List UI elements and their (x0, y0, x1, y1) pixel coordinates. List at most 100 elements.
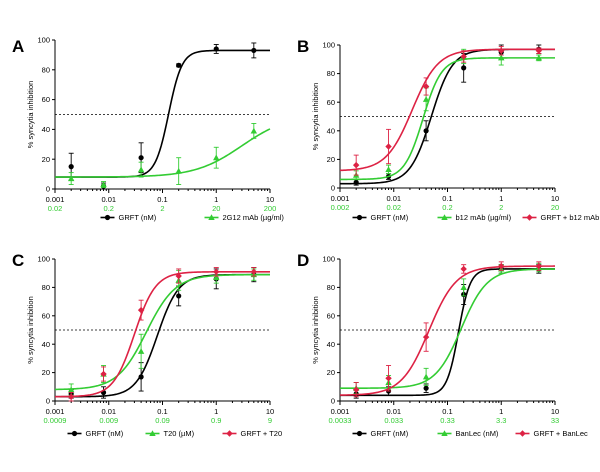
y-tick-label: 40 (327, 126, 335, 135)
y-axis-label: % syncytia inhibition (26, 296, 35, 364)
legend-entry: b12 mAb (µg/ml) (437, 213, 512, 222)
data-point (250, 268, 258, 275)
y-tick-label: 80 (327, 69, 335, 78)
x-tick-label: 0.1 (442, 407, 452, 416)
data-point (498, 47, 505, 54)
data-point (213, 46, 219, 52)
legend-marker (356, 214, 363, 221)
data-point (100, 370, 107, 378)
legend-label: b12 mAb (µg/ml) (456, 213, 512, 222)
x-tick-label: 0.01 (101, 195, 116, 204)
x-secondary-tick-label: 33 (551, 416, 559, 425)
series-fit-curve (340, 268, 556, 390)
x-secondary-tick-label: 0.33 (440, 416, 455, 425)
legend-label: BanLec (nM) (456, 429, 499, 438)
legend-label: GRFT (nM) (371, 213, 409, 222)
legend-marker (519, 430, 526, 437)
legend-marker (104, 214, 111, 221)
y-tick-label: 80 (42, 283, 50, 292)
series-1 (55, 122, 271, 188)
y-tick-label: 100 (37, 36, 50, 45)
x-secondary-tick-label: 0.09 (155, 416, 170, 425)
data-point (385, 166, 392, 172)
x-secondary-tick-label: 9 (268, 416, 272, 425)
y-tick-label: 40 (42, 340, 50, 349)
y-tick-label: 40 (42, 125, 50, 134)
x-secondary-tick-label: 3.3 (496, 416, 506, 425)
series-fit-curve (55, 273, 270, 398)
data-point (461, 65, 467, 71)
data-point (137, 306, 145, 314)
data-point (460, 265, 467, 273)
legend-label: GRFT + T20 (241, 429, 283, 438)
x-secondary-tick-label: 0.2 (104, 204, 114, 213)
series-fit-curve (54, 270, 270, 398)
legend-marker (71, 430, 78, 437)
legend-marker (226, 430, 233, 437)
series-1 (340, 262, 556, 395)
series-fit-curve (55, 128, 271, 178)
x-secondary-tick-label: 20 (212, 204, 220, 213)
data-point (137, 166, 145, 173)
series-fit-curve (340, 268, 555, 397)
data-point (250, 127, 258, 134)
legend-marker (356, 430, 363, 437)
data-point (385, 143, 392, 150)
y-axis-label: % syncytia inhibition (311, 296, 320, 364)
y-tick-label: 0 (46, 185, 50, 194)
y-tick-label: 80 (327, 283, 335, 292)
data-point (175, 272, 182, 280)
x-secondary-tick-label: 2 (499, 203, 503, 212)
legend-label: T20 (µM) (164, 429, 195, 438)
legend-label: GRFT + BanLec (534, 429, 589, 438)
series-2 (339, 261, 555, 398)
data-point (535, 47, 543, 54)
legend-entry: GRFT (nM) (352, 429, 409, 438)
data-point (423, 128, 429, 134)
y-tick-label: 100 (322, 255, 335, 264)
y-tick-label: 20 (42, 368, 50, 377)
data-point (422, 333, 430, 341)
x-secondary-tick-label: 0.2 (442, 203, 452, 212)
x-tick-label: 0.01 (101, 407, 116, 416)
legend-entry: GRFT + T20 (222, 429, 283, 438)
x-secondary-tick-label: 0.9 (211, 416, 221, 425)
series-fit-curve (339, 265, 555, 396)
data-point (460, 53, 467, 60)
series-0 (340, 264, 555, 399)
y-tick-label: 60 (42, 95, 50, 104)
data-point (138, 374, 144, 380)
data-point (422, 96, 430, 102)
x-tick-label: 10 (551, 407, 559, 416)
data-point (535, 262, 543, 270)
panel-label: D (297, 251, 309, 270)
data-point (353, 179, 359, 185)
data-point (498, 54, 505, 61)
x-tick-label: 10 (266, 407, 274, 416)
data-point (498, 262, 505, 270)
x-secondary-tick-label: 20 (551, 203, 559, 212)
data-point (68, 164, 74, 170)
data-point (67, 175, 75, 182)
legend-entry: T20 (µM) (145, 429, 195, 438)
legend-entry: GRFT (nM) (100, 213, 157, 222)
series-fit-curve (339, 48, 555, 172)
x-secondary-tick-label: 0.0009 (44, 416, 67, 425)
x-tick-label: 0.1 (442, 194, 452, 203)
data-point (422, 373, 430, 380)
x-tick-label: 1 (214, 195, 218, 204)
y-tick-label: 0 (46, 397, 50, 406)
x-tick-label: 0.001 (46, 407, 65, 416)
legend-marker (149, 430, 156, 437)
legend-label: GRFT (nM) (119, 213, 157, 222)
y-tick-label: 60 (327, 311, 335, 320)
legend-entry: BanLec (nM) (437, 429, 499, 438)
data-point (67, 393, 75, 400)
legend-entry: 2G12 mAb (µg/ml) (204, 213, 284, 222)
x-tick-label: 0.1 (157, 195, 167, 204)
legend-marker (441, 214, 448, 221)
legend-marker (441, 430, 448, 437)
